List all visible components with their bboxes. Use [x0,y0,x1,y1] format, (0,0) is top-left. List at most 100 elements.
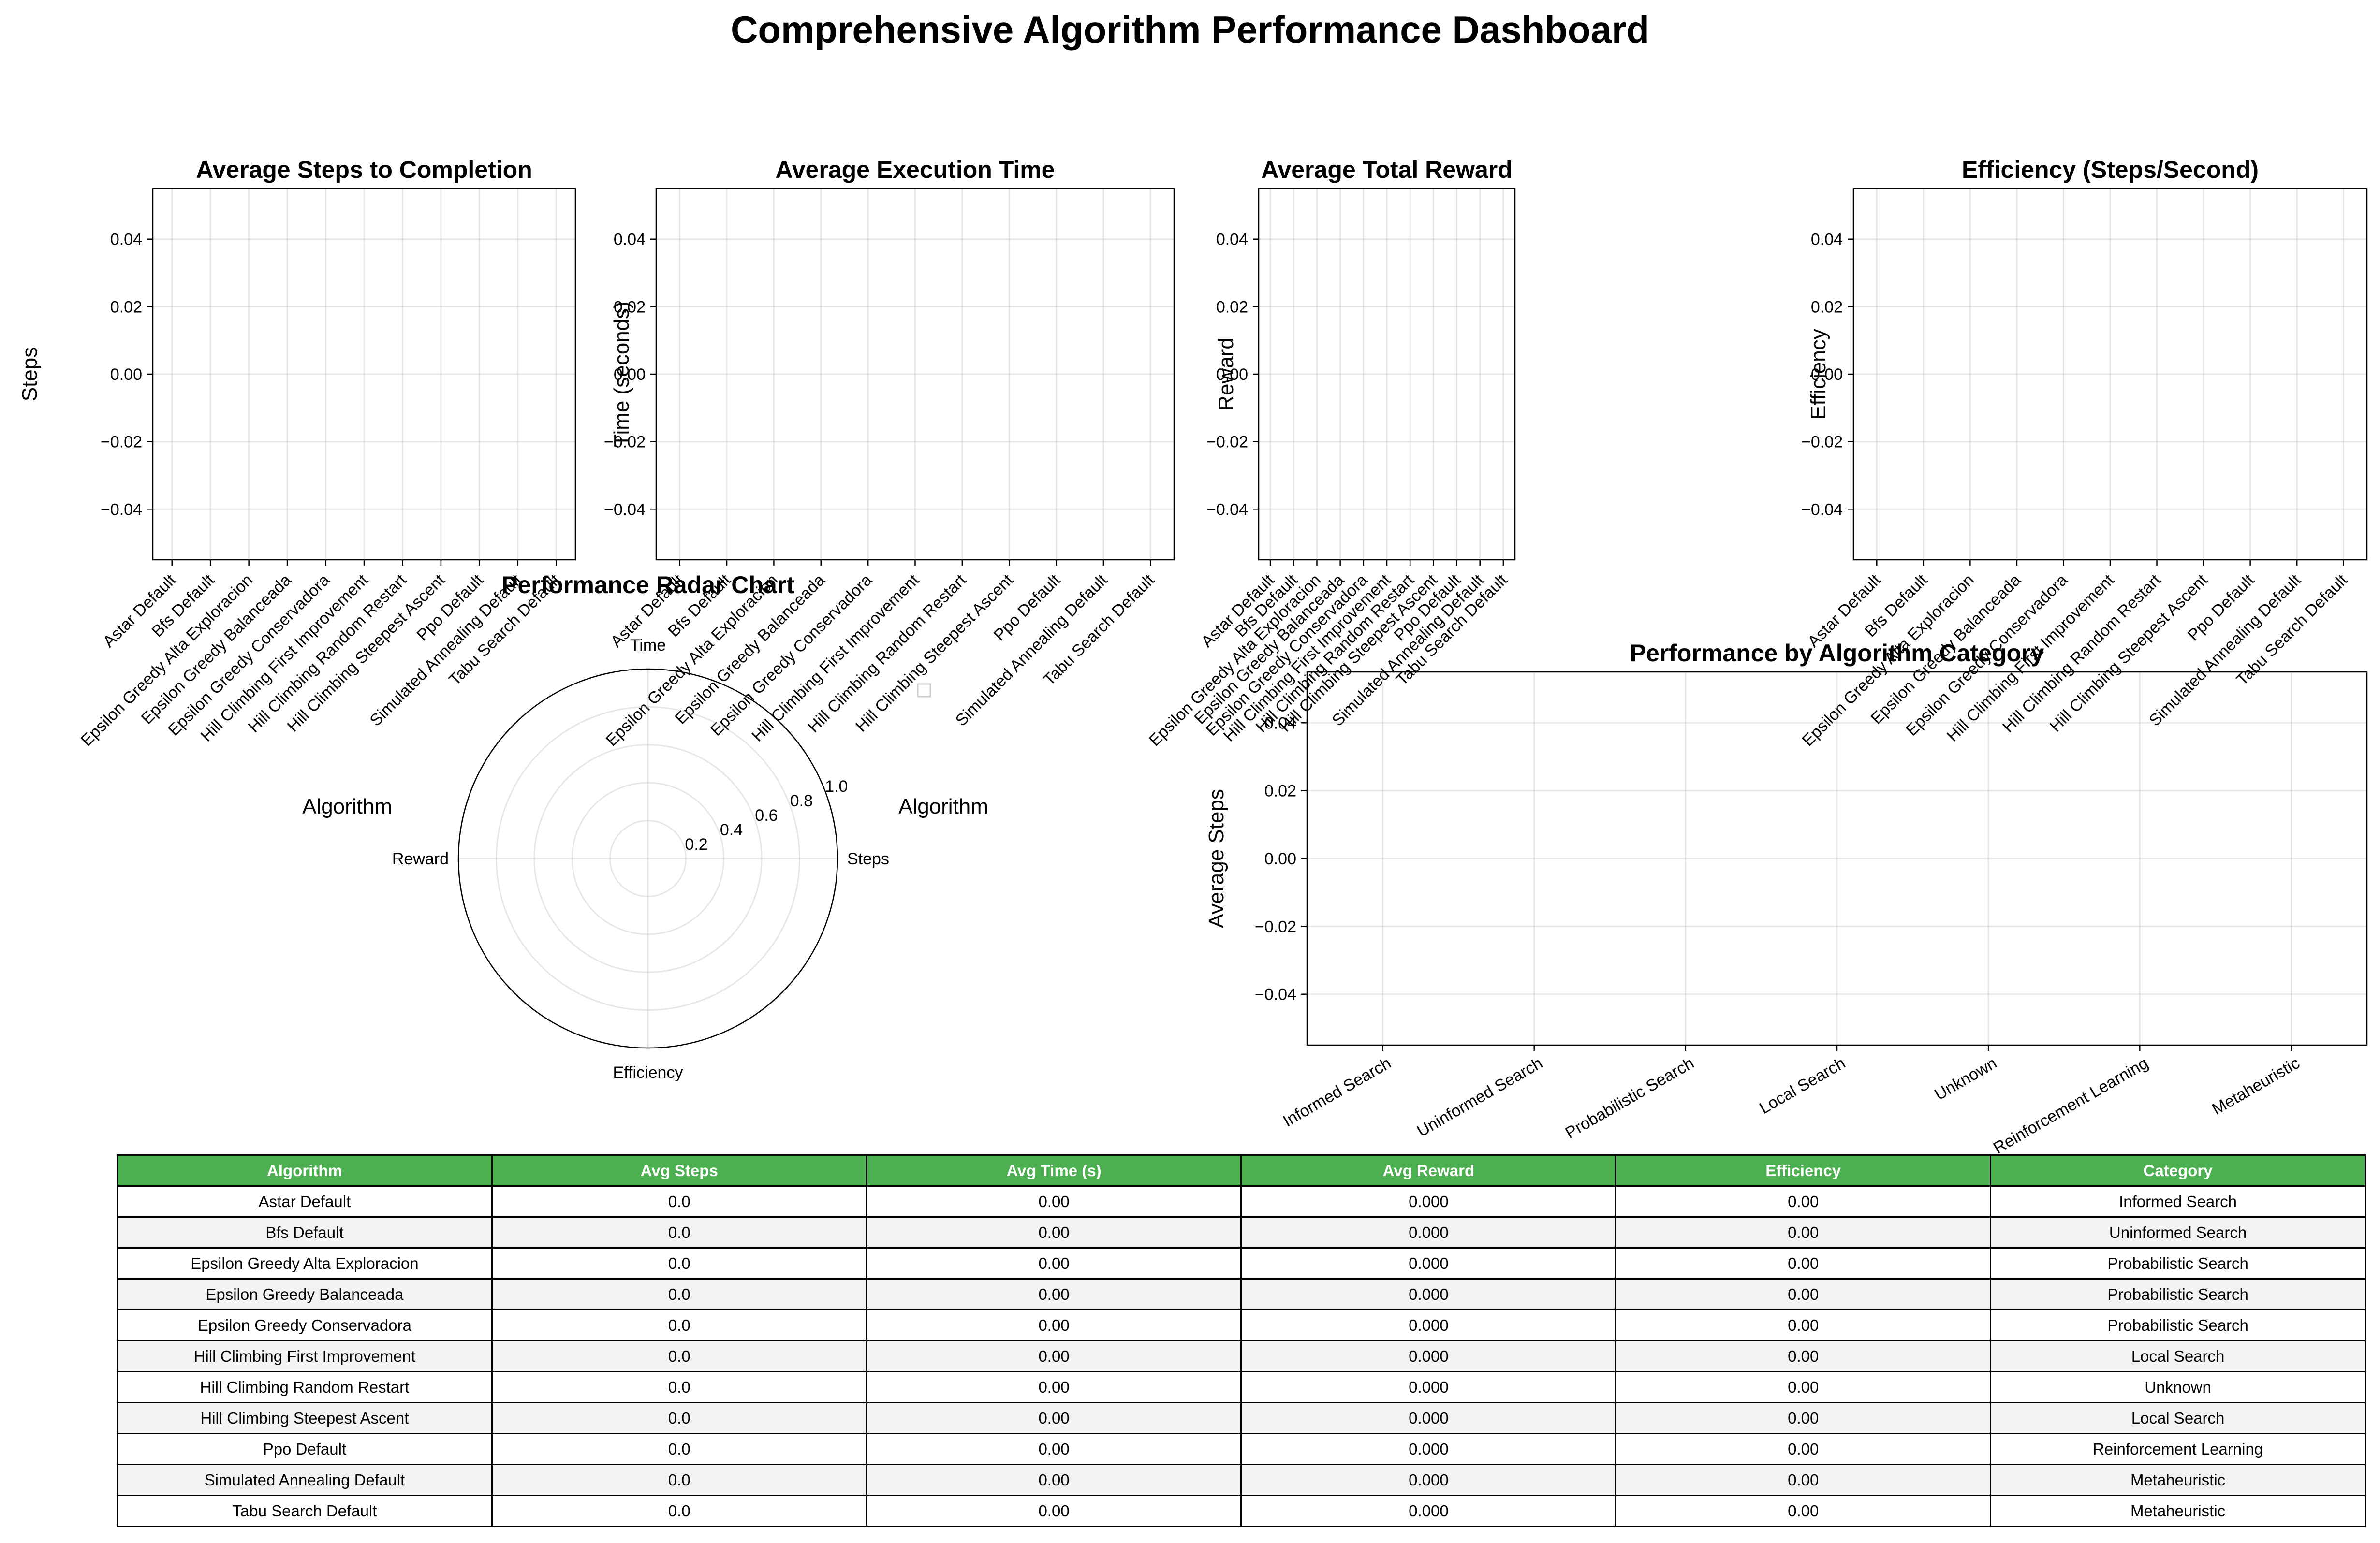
table-cell: Hill Climbing Random Restart [117,1371,493,1403]
table-row: Epsilon Greedy Balanceada 0.0 0.00 0.000 0.0… [117,1278,2366,1310]
table-row: Epsilon Greedy Alta Exploracion 0.0 0.00 0.… [117,1247,2366,1280]
table-cell: 0.00 [1615,1371,1992,1403]
table-cell: 0.00 [866,1464,1242,1496]
y-tick-label: 0.00 [110,365,142,384]
table-cell: 0.00 [1615,1278,1992,1310]
panel-title: Average Execution Time [775,156,1055,183]
table-cell: 0.00 [1615,1402,1992,1434]
radar-ring [571,782,725,935]
table-cell: 0.000 [1240,1495,1617,1527]
bar-panel-6: 0.04 0.02 0.00 −0.02 −0.04 Informed Search Uni… [1205,640,2368,1157]
table-cell: 0.000 [1240,1185,1617,1218]
table-row: Epsilon Greedy Conservadora 0.0 0.00 0.000 0… [117,1309,2366,1341]
table-cell: Uninformed Search [1990,1216,2366,1249]
table-cell: Reinforcement Learning [1990,1433,2366,1465]
table-cell: 0.00 [1615,1433,1992,1465]
table-row: Simulated Annealing Default 0.0 0.00 0.000 0… [117,1464,2366,1496]
table-cell: 0.0 [491,1464,867,1496]
y-tick-label: 0.04 [614,231,646,249]
y-tick-label: 0.00 [1264,850,1296,868]
y-tick-label: −0.02 [1206,433,1248,451]
table-cell: 0.000 [1240,1278,1617,1310]
y-tick-label: −0.04 [101,500,142,519]
table-row: Hill Climbing Random Restart 0.0 0.00 0.000… [117,1371,2366,1403]
x-tick-label: Uninformed Search [1414,1054,1546,1140]
table-cell: 0.0 [491,1247,867,1280]
x-tick-label: Metaheuristic [2209,1054,2303,1119]
x-tick-label: Informed Search [1280,1054,1395,1131]
table-cell: 0.000 [1240,1371,1617,1403]
table-row: Ppo Default 0.0 0.00 0.000 0.00 Reinforcement… [117,1433,2366,1465]
y-axis-label: Time (seconds) [610,301,633,447]
radar-ring [533,744,763,973]
y-tick-label: −0.02 [1255,917,1296,936]
table-header-row: Algorithm Avg Steps Avg Time (s) Avg Reward… [117,1154,2366,1187]
panel-title: Efficiency (Steps/Second) [1962,156,2259,183]
table-cell: Hill Climbing Steepest Ascent [117,1402,493,1434]
dashboard-title: Comprehensive Algorithm Performance Dash… [731,8,1649,51]
y-tick-label: 0.02 [1811,298,1843,316]
x-axis-label: Algorithm [302,795,392,818]
y-axis-label: Steps [18,347,42,402]
table-header-cell: Algorithm [117,1154,493,1187]
table-cell: Simulated Annealing Default [117,1464,493,1496]
table-cell: Ppo Default [117,1433,493,1465]
table-cell: 0.0 [491,1495,867,1527]
table-cell: 0.00 [1615,1216,1992,1249]
table-cell: Epsilon Greedy Balanceada [117,1278,493,1310]
table-cell: Epsilon Greedy Alta Exploracion [117,1247,493,1280]
radar-ring [495,706,801,1011]
table-row: Tabu Search Default 0.0 0.00 0.000 0.00 Metah… [117,1495,2366,1527]
table-cell: 0.00 [866,1402,1242,1434]
radar-axis-label: Steps [847,850,889,868]
table-row: Bfs Default 0.0 0.00 0.000 0.00 Uninformed Se… [117,1216,2366,1249]
y-tick-label: −0.04 [604,500,646,519]
x-tick-label: Unknown [1931,1054,2000,1104]
y-tick-label: 0.04 [1216,231,1248,249]
table-cell: Probabilistic Search [1990,1309,2366,1341]
table-cell: 0.000 [1240,1247,1617,1280]
radar-r-label: 1.0 [825,777,848,796]
table-cell: 0.00 [1615,1464,1992,1496]
y-tick-label: −0.02 [1801,433,1843,451]
x-tick-label: Local Search [1756,1054,1849,1118]
table-cell: 0.00 [866,1309,1242,1341]
table-cell: Astar Default [117,1185,493,1218]
table-cell: Hill Climbing First Improvement [117,1340,493,1372]
table-row: Hill Climbing First Improvement 0.0 0.00 0.… [117,1340,2366,1372]
table-header-cell: Efficiency [1615,1154,1992,1187]
table-cell: 0.0 [491,1216,867,1249]
table-row: Hill Climbing Steepest Ascent 0.0 0.00 0.00… [117,1402,2366,1434]
table-cell: 0.00 [1615,1495,1992,1527]
panel-title: Average Total Reward [1261,156,1513,183]
table-cell: 0.00 [1615,1247,1992,1280]
table-cell: Unknown [1990,1371,2366,1403]
table-cell: Local Search [1990,1402,2366,1434]
y-axis-label: Efficiency [1807,329,1830,420]
summary-table: Algorithm Avg Steps Avg Time (s) Avg Reward… [117,1154,2366,1527]
table-cell: Probabilistic Search [1990,1278,2366,1310]
table-cell: Informed Search [1990,1185,2366,1218]
radar-axis-label: Time [630,636,666,655]
table-cell: 0.00 [866,1278,1242,1310]
table-cell: Bfs Default [117,1216,493,1249]
radar-r-label: 0.2 [685,835,707,854]
table-cell: 0.0 [491,1340,867,1372]
table-cell: 0.00 [1615,1185,1992,1218]
x-tick-label: Reinforcement Learning [1990,1054,2151,1157]
table-cell: 0.00 [866,1340,1242,1372]
table-cell: 0.000 [1240,1433,1617,1465]
y-tick-label: 0.00 [614,365,646,384]
y-tick-label: −0.04 [1206,500,1248,519]
radar-panel: 0.2 0.4 0.6 0.8 1.0 Steps Time Reward Efficiency… [392,571,931,1082]
table-cell: 0.00 [866,1433,1242,1465]
radar-r-label: 0.4 [720,821,743,839]
y-tick-label: 0.02 [1264,782,1296,801]
radar-outline [457,668,838,1049]
y-axis-label: Average Steps [1205,789,1228,928]
table-header-cell: Avg Steps [491,1154,867,1187]
table-cell: 0.00 [1615,1309,1992,1341]
